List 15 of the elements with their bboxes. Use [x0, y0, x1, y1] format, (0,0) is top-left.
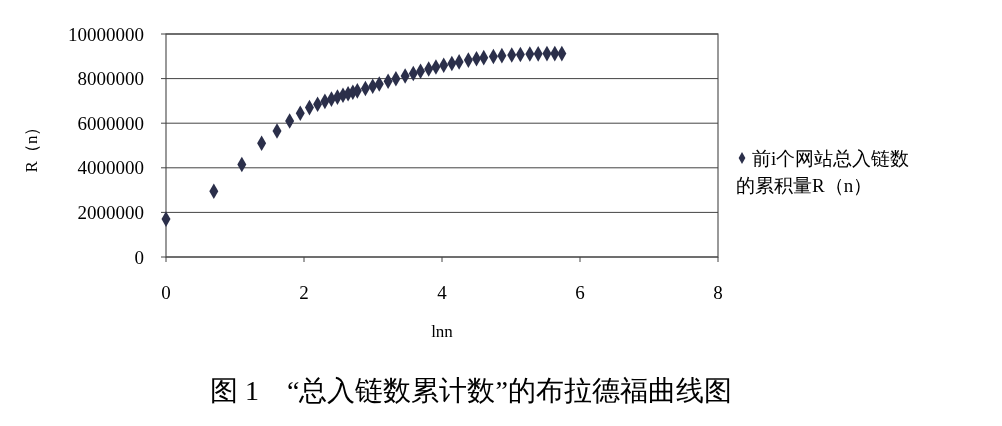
- y-tick-label: 2000000: [77, 202, 144, 224]
- x-tick-label: 2: [299, 282, 309, 303]
- x-tick-label: 8: [713, 282, 723, 303]
- x-tick-label: 4: [437, 282, 448, 303]
- x-tick-label: 6: [575, 282, 585, 303]
- text: 图 1 “总入链数累计数”的布拉德福曲线图: [210, 375, 732, 406]
- legend-label: 前i个网站总入链数的累积量R（n）: [736, 147, 910, 196]
- y-tick-label: 0: [134, 246, 144, 268]
- y-tick-label: 4000000: [77, 157, 144, 179]
- y-tick-label: 10000000: [68, 23, 144, 45]
- y-tick-label: 8000000: [77, 68, 144, 90]
- y-axis-title: R（n）: [22, 118, 41, 173]
- y-tick-label: 6000000: [77, 112, 144, 134]
- x-tick-label: 0: [161, 282, 171, 303]
- x-axis-title: lnn: [431, 322, 454, 341]
